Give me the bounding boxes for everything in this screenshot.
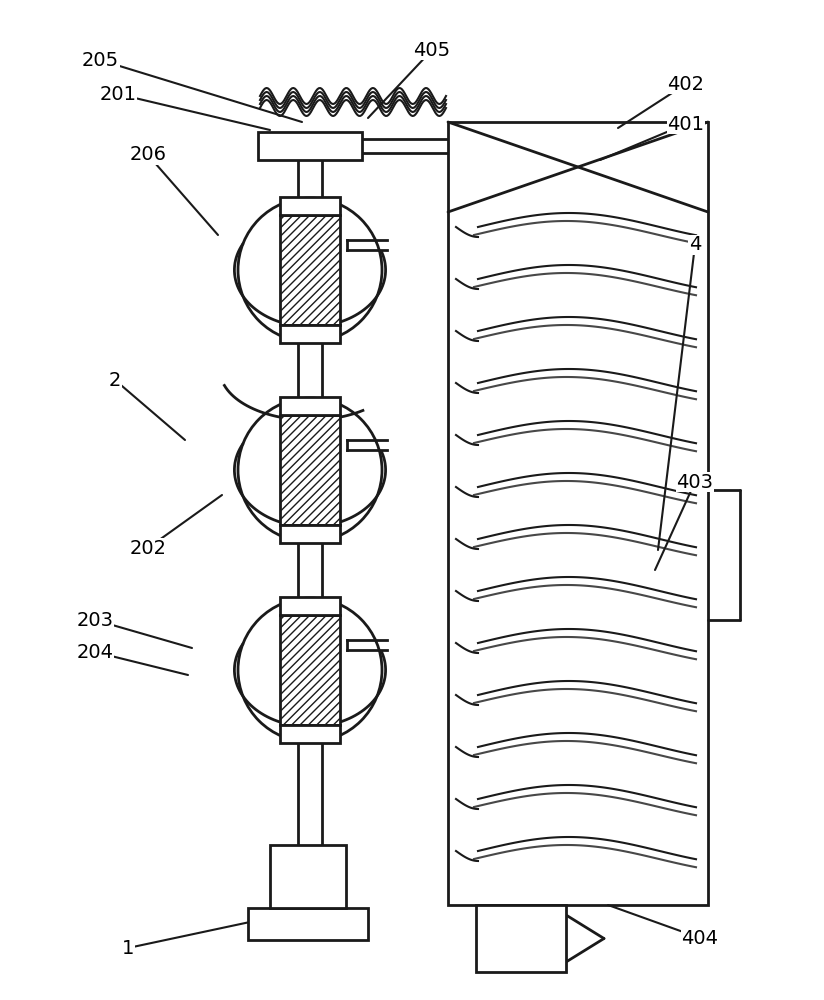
Bar: [248, 908, 368, 940]
Bar: [448, 122, 708, 905]
Text: 403: 403: [677, 473, 714, 491]
Bar: [280, 415, 340, 525]
Bar: [258, 132, 362, 160]
Bar: [280, 325, 340, 343]
Bar: [280, 197, 340, 215]
Text: 206: 206: [129, 145, 166, 164]
Text: 405: 405: [414, 40, 451, 60]
Text: 205: 205: [82, 50, 119, 70]
Bar: [280, 725, 340, 743]
Bar: [280, 397, 340, 415]
Text: 204: 204: [77, 643, 114, 662]
Text: 401: 401: [667, 114, 705, 133]
Text: 2: 2: [109, 370, 121, 389]
Text: 201: 201: [100, 85, 137, 104]
Bar: [270, 845, 346, 908]
Text: 202: 202: [129, 538, 166, 558]
Text: 402: 402: [667, 75, 705, 94]
Text: 1: 1: [122, 938, 134, 958]
Text: 404: 404: [681, 928, 719, 948]
Bar: [476, 905, 566, 972]
Bar: [280, 615, 340, 725]
Text: 4: 4: [689, 235, 701, 254]
Bar: [280, 525, 340, 543]
Bar: [280, 215, 340, 325]
Bar: [280, 597, 340, 615]
Text: 203: 203: [77, 610, 114, 630]
